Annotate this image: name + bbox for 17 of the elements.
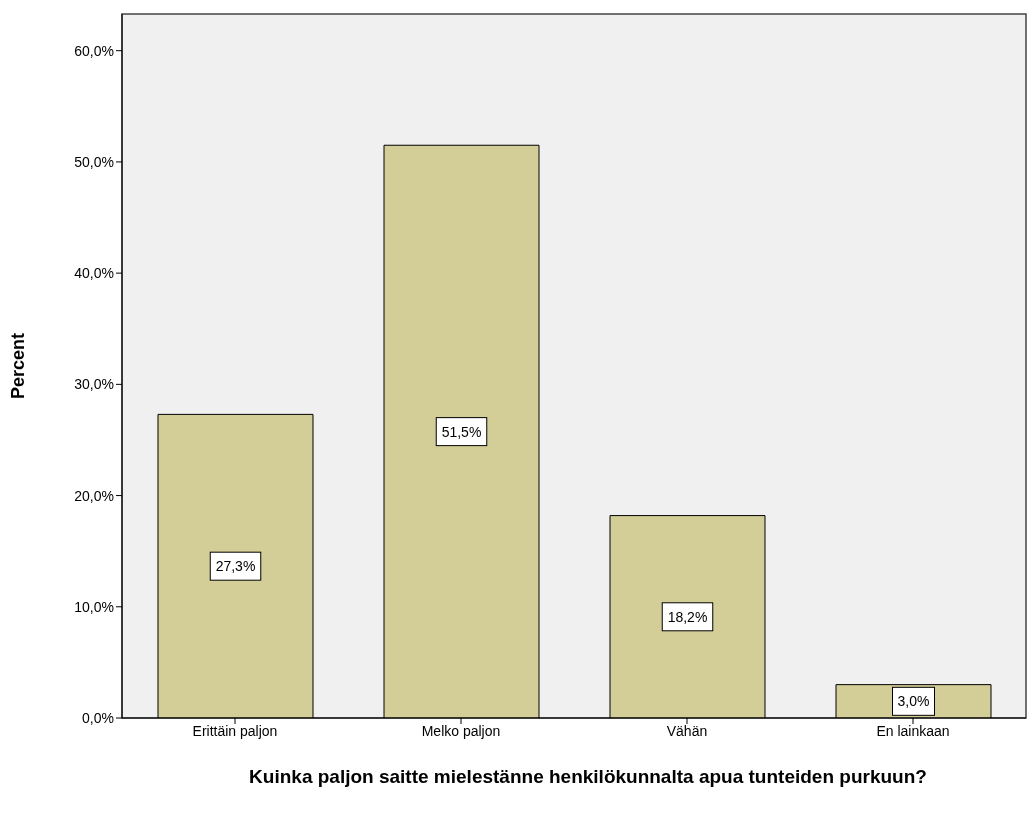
data-label: 3,0% xyxy=(897,693,930,710)
data-label: 27,3% xyxy=(215,558,256,575)
y-tick-label: 30,0% xyxy=(74,376,114,393)
x-tick-label: Vähän xyxy=(666,722,708,739)
x-axis-title: Kuinka paljon saitte mielestänne henkilökunnalta apua tunteiden purkuun? xyxy=(248,766,928,787)
y-axis-title: Percent xyxy=(8,332,29,400)
data-label: 51,5% xyxy=(441,423,482,440)
y-tick-label: 40,0% xyxy=(74,265,114,282)
y-tick-label: 60,0% xyxy=(74,42,114,59)
y-tick-label: 0,0% xyxy=(82,709,114,726)
x-tick-label: Melko paljon xyxy=(421,722,501,739)
x-tick-label: En lainkaan xyxy=(876,722,950,739)
x-tick-label: Erittäin paljon xyxy=(192,722,278,739)
y-tick-label: 20,0% xyxy=(74,487,114,504)
data-label: 18,2% xyxy=(667,608,708,625)
y-tick-label: 50,0% xyxy=(74,153,114,170)
y-tick-label: 10,0% xyxy=(74,598,114,615)
